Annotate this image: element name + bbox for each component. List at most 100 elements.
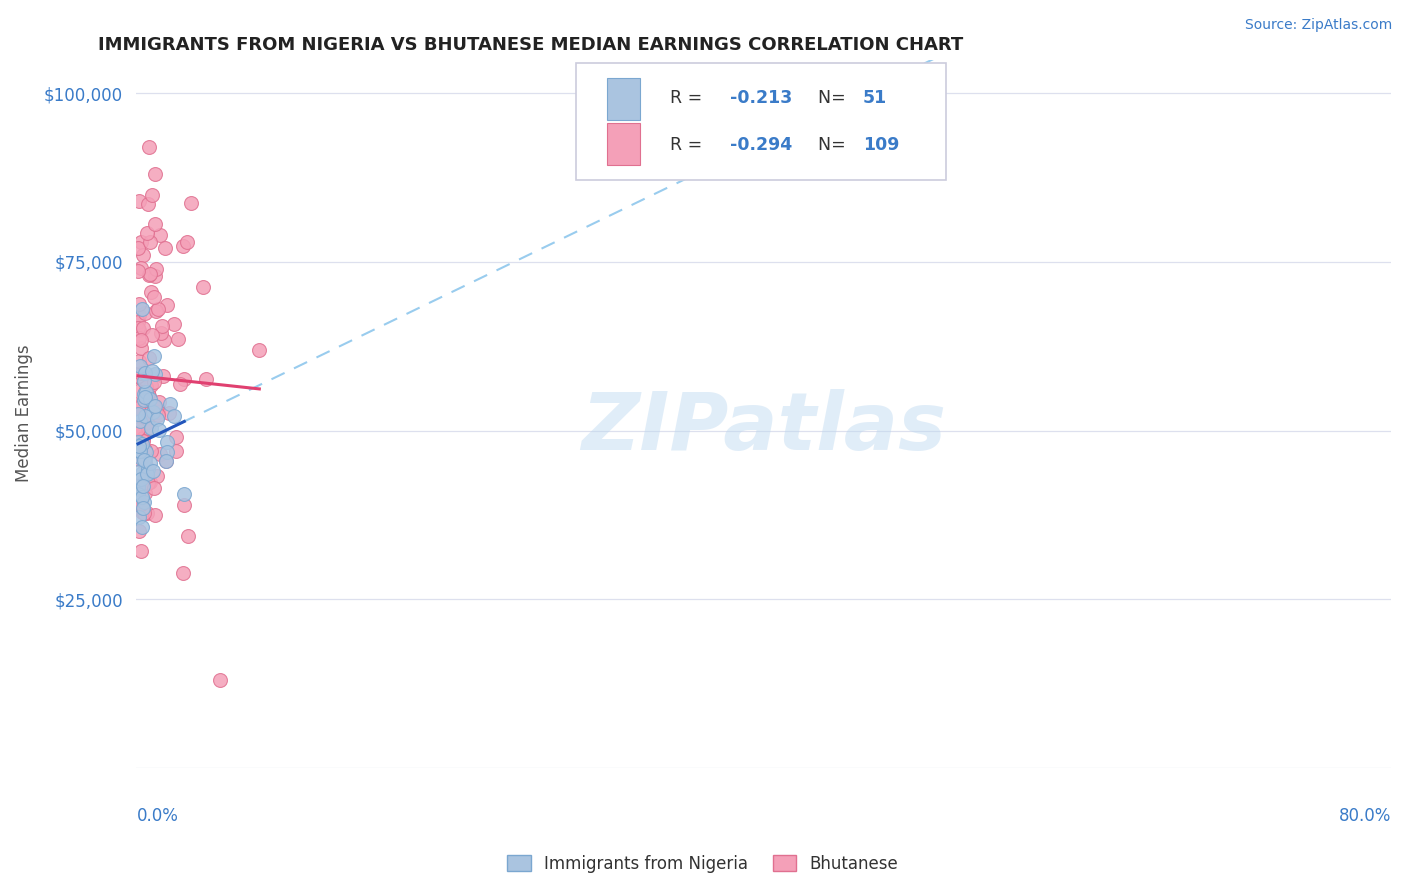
Point: [146, 405, 169, 419]
Point: [136, 421, 159, 435]
Text: N=: N=: [818, 89, 851, 107]
Point: [141, 328, 163, 343]
Point: [127, 368, 149, 383]
Point: [138, 140, 160, 154]
Point: [134, 384, 156, 399]
Point: [148, 395, 170, 409]
Point: [132, 500, 155, 515]
Point: [135, 445, 157, 459]
Point: [131, 499, 153, 513]
Point: [128, 309, 150, 323]
Point: [129, 366, 152, 380]
Point: [129, 414, 152, 428]
Point: [155, 434, 177, 449]
Point: [134, 390, 156, 404]
Point: [135, 468, 157, 483]
Point: [146, 412, 169, 426]
Point: [166, 332, 188, 346]
Point: [143, 399, 166, 413]
Point: [143, 375, 166, 389]
Point: [131, 467, 153, 481]
Point: [131, 505, 153, 519]
Point: [165, 444, 187, 458]
Point: [134, 443, 156, 458]
Point: [134, 375, 156, 389]
Point: [141, 444, 163, 458]
Point: [157, 406, 180, 420]
Point: [131, 520, 153, 534]
Point: [149, 227, 172, 242]
Point: [128, 331, 150, 345]
Point: [135, 407, 157, 421]
Point: [132, 473, 155, 487]
Point: [129, 444, 152, 458]
Point: [194, 372, 217, 386]
Point: [127, 434, 149, 449]
Point: [127, 320, 149, 334]
Point: [128, 443, 150, 458]
Point: [152, 369, 174, 384]
Text: R =: R =: [669, 89, 707, 107]
Point: [173, 372, 195, 386]
Point: [163, 409, 186, 423]
Point: [141, 188, 163, 202]
Point: [129, 235, 152, 249]
Point: [127, 425, 149, 439]
Point: [132, 414, 155, 428]
Point: [139, 378, 162, 392]
Point: [134, 409, 156, 424]
Point: [145, 508, 167, 522]
Point: [127, 482, 149, 496]
Point: [146, 469, 169, 483]
Point: [138, 268, 160, 283]
Point: [131, 501, 153, 516]
Point: [134, 397, 156, 411]
Point: [127, 452, 149, 467]
Point: [135, 416, 157, 430]
Point: [136, 386, 159, 401]
Point: [129, 544, 152, 558]
Point: [132, 453, 155, 467]
Point: [173, 487, 195, 501]
Point: [129, 341, 152, 355]
Point: [139, 456, 162, 470]
Point: [129, 371, 152, 385]
Point: [131, 248, 153, 262]
Point: [142, 349, 165, 363]
Point: [142, 405, 165, 419]
FancyBboxPatch shape: [607, 78, 640, 120]
Point: [128, 359, 150, 373]
Point: [142, 399, 165, 413]
Point: [153, 242, 176, 256]
Point: [127, 384, 149, 399]
Point: [177, 528, 200, 542]
Point: [129, 497, 152, 511]
Point: [139, 421, 162, 435]
Point: [172, 566, 194, 580]
Point: [138, 351, 160, 366]
Point: [208, 673, 231, 687]
Point: [149, 326, 172, 341]
Point: [132, 434, 155, 448]
Point: [139, 475, 162, 489]
Point: [138, 389, 160, 403]
Point: [135, 458, 157, 473]
Point: [136, 197, 159, 211]
Point: [128, 510, 150, 524]
Point: [132, 478, 155, 492]
Point: [142, 481, 165, 495]
Point: [132, 321, 155, 335]
Text: R =: R =: [669, 136, 707, 153]
Point: [132, 431, 155, 445]
Text: 51: 51: [863, 89, 887, 107]
Point: [145, 262, 167, 277]
Point: [131, 490, 153, 504]
Point: [128, 297, 150, 311]
Point: [159, 397, 181, 411]
Point: [127, 434, 149, 449]
Point: [134, 306, 156, 320]
Point: [145, 367, 167, 381]
Point: [141, 364, 163, 378]
FancyBboxPatch shape: [607, 123, 640, 165]
Point: [146, 408, 169, 422]
